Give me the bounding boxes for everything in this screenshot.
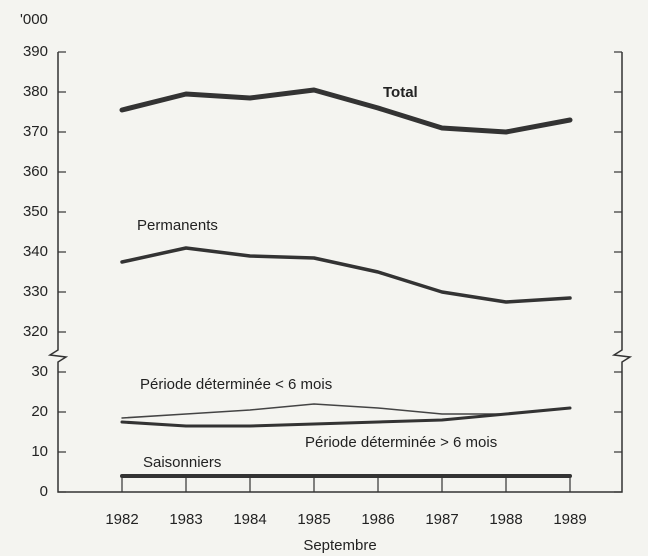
y-tick-label: 30 xyxy=(31,363,48,380)
y-tick-label: 320 xyxy=(23,323,48,340)
x-axis-label: Septembre xyxy=(303,537,376,554)
y-tick-label: 0 xyxy=(40,483,48,500)
x-tick-label: 1987 xyxy=(425,511,458,528)
axis-frame xyxy=(47,52,633,493)
y-unit-label: '000 xyxy=(20,11,48,28)
y-tick-label: 370 xyxy=(23,123,48,140)
series-line xyxy=(120,406,572,428)
y-tick-label: 20 xyxy=(31,403,48,420)
series-label: Total xyxy=(383,84,418,101)
y-tick-label: 360 xyxy=(23,163,48,180)
y-tick-label: 350 xyxy=(23,203,48,220)
y-tick-label: 340 xyxy=(23,243,48,260)
series-label: Saisonniers xyxy=(143,454,221,471)
x-tick-label: 1984 xyxy=(233,511,266,528)
y-tick-label: 330 xyxy=(23,283,48,300)
series-line xyxy=(119,87,573,135)
x-tick-label: 1985 xyxy=(297,511,330,528)
series-line xyxy=(120,246,572,304)
x-tick-label: 1983 xyxy=(169,511,202,528)
series-label: Période déterminée > 6 mois xyxy=(305,434,497,451)
series-label: Période déterminée < 6 mois xyxy=(140,376,332,393)
x-tick-label: 1989 xyxy=(553,511,586,528)
x-tick-label: 1988 xyxy=(489,511,522,528)
y-tick-label: 390 xyxy=(23,43,48,60)
y-tick-label: 380 xyxy=(23,83,48,100)
y-tick-label: 10 xyxy=(31,443,48,460)
series-label: Permanents xyxy=(137,217,218,234)
x-tick-label: 1986 xyxy=(361,511,394,528)
axes xyxy=(47,52,633,493)
x-tick-label: 1982 xyxy=(105,511,138,528)
